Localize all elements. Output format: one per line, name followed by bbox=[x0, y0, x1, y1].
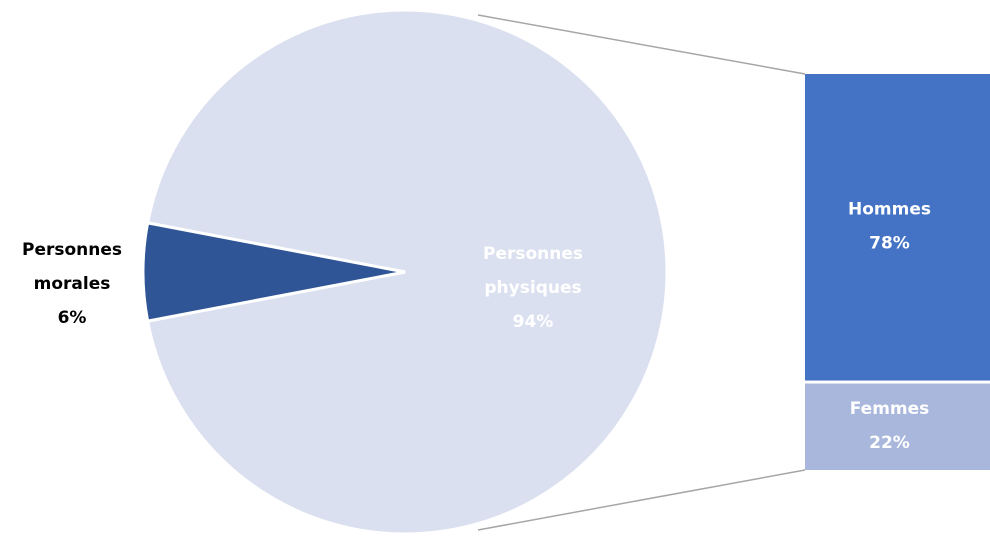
pie bbox=[141, 8, 669, 536]
pie-label-personnes-physiques: Personnes physiques 94% bbox=[483, 244, 583, 332]
pie-slice-personnes-morales bbox=[141, 221, 406, 323]
bar-segment-hommes bbox=[805, 74, 990, 381]
pie-label-personnes-morales: Personnes morales 6% bbox=[22, 240, 122, 328]
pie-slice-personnes-physiques bbox=[145, 8, 669, 536]
connector-lines bbox=[477, 14, 806, 531]
stacked-bar bbox=[805, 74, 990, 470]
bar-segment-femmes bbox=[805, 383, 990, 470]
bar-label-femmes: Femmes 22% bbox=[850, 399, 930, 453]
connector-line-top bbox=[477, 14, 806, 75]
bar-label-hommes: Hommes 78% bbox=[848, 199, 931, 253]
data-labels: Personnes physiques 94% Personnes morales 6% H… bbox=[22, 199, 931, 452]
connector-line-bottom bbox=[477, 469, 806, 531]
